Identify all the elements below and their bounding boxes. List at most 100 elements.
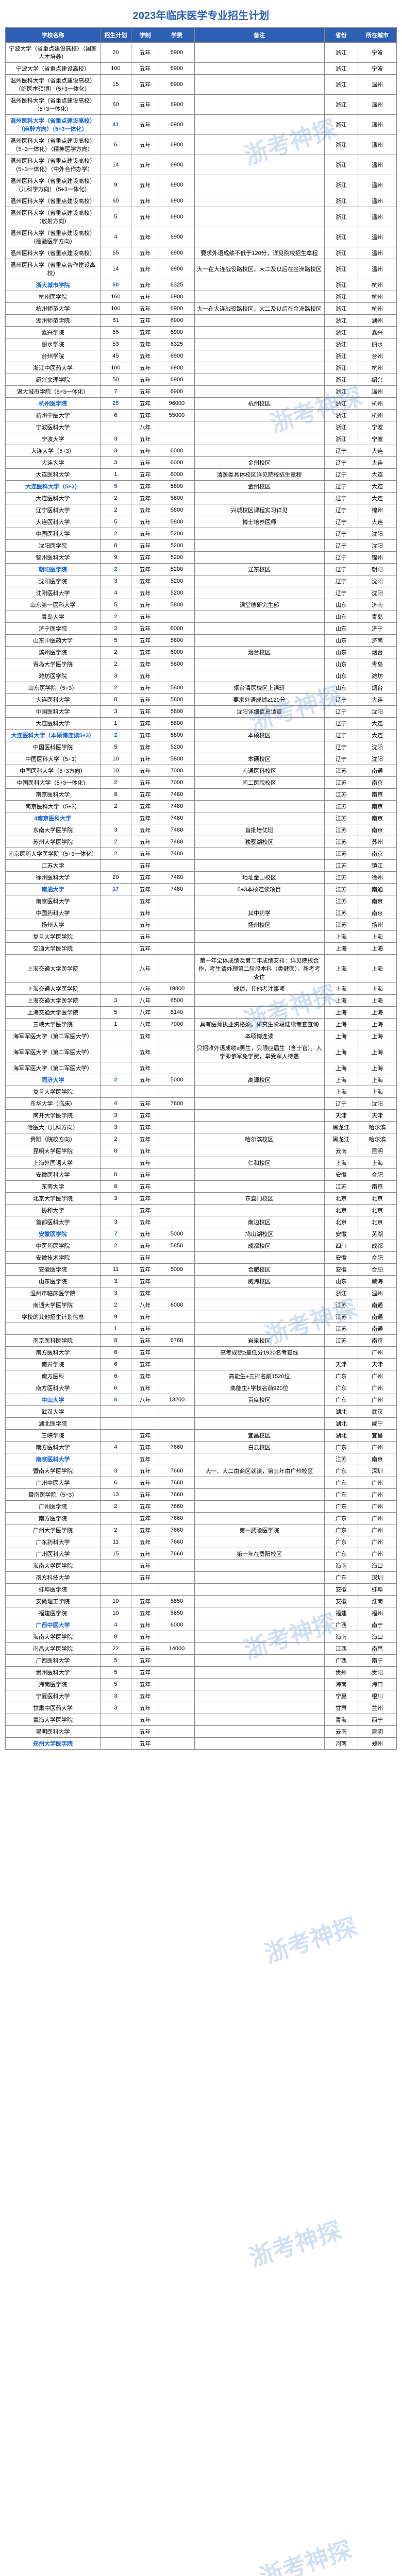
cell-prov: 天津	[324, 1110, 358, 1122]
cell-city: 沈阳	[358, 1098, 397, 1110]
cell-note: 5+3本硕连读项目	[194, 884, 324, 895]
cell-prov: 上海	[324, 1086, 358, 1098]
cell-plan: 10	[100, 753, 131, 765]
cell-plan: 2	[100, 658, 131, 670]
cell-note: 只招收外语成绩≥男生，只限应届生（含士官），入学即参军免学费，享受军人待遇	[194, 1042, 324, 1062]
cell-city: 南京	[358, 1335, 397, 1347]
cell-years: 八年	[131, 983, 159, 995]
cell-school: 海南大学医学院	[6, 1560, 100, 1572]
cell-years: 五年	[131, 1643, 159, 1655]
cell-plan: 2	[100, 504, 131, 516]
table-row: 海军军医大学（第二军医大学）五年只招收外语成绩≥男生，只限应届生（含士官），入学…	[6, 1042, 397, 1062]
cell-years: 五年	[131, 195, 159, 207]
cell-fee	[159, 1430, 194, 1442]
table-row: 福建医学院10五年5850福建福州	[6, 1607, 397, 1619]
cell-years: 五年	[131, 1560, 159, 1572]
cell-fee	[159, 1169, 194, 1181]
cell-years: 五年	[131, 1430, 159, 1442]
cell-years: 五年	[131, 812, 159, 824]
cell-note: 大一在大连战役路校区，大二及以后在金洲路校区	[194, 303, 324, 315]
header-prov: 省份	[324, 28, 358, 43]
cell-years: 五年	[131, 1572, 159, 1584]
table-row: 宁波大学（省重点建设高校）100五年6900浙江宁波	[6, 63, 397, 75]
cell-fee: 7660	[159, 1513, 194, 1524]
cell-fee	[159, 1086, 194, 1098]
cell-fee: 7480	[159, 824, 194, 836]
cell-city: 绍兴	[358, 374, 397, 386]
cell-years	[131, 1584, 159, 1596]
cell-city: 北京	[358, 1205, 397, 1216]
cell-prov: 辽宁	[324, 504, 358, 516]
cell-school: 浙大城市学院	[6, 279, 100, 291]
cell-note: 南边校区	[194, 1216, 324, 1228]
cell-prov: 海南	[324, 1631, 358, 1643]
table-row: 大连医科大学2五年5800辽宁大连	[6, 493, 397, 504]
cell-city: 温州	[358, 95, 397, 115]
cell-years: 五年	[131, 1240, 159, 1252]
cell-prov: 上海	[324, 931, 358, 943]
cell-note: 辽东校区	[194, 564, 324, 575]
table-row: 广州医科大学15五年7660第一年在勇阳校区广东广州	[6, 1548, 397, 1560]
cell-note	[194, 1086, 324, 1098]
cell-plan: 17	[100, 884, 131, 895]
table-row: 山东第一医科大学5五年5800课堂德研究生部山东济南	[6, 599, 397, 611]
cell-school: 上海外国语大学	[6, 1157, 100, 1169]
cell-note: 大一、大二由商区就读，第三年由广州校区	[194, 1465, 324, 1477]
cell-fee	[159, 1572, 194, 1584]
cell-fee	[159, 433, 194, 445]
cell-school: 湖州师范学院	[6, 315, 100, 327]
cell-prov: 辽宁	[324, 528, 358, 540]
cell-note: 百度校区	[194, 1394, 324, 1406]
cell-plan: 5	[100, 481, 131, 493]
cell-note	[194, 315, 324, 327]
cell-city: 湖州	[358, 315, 397, 327]
cell-city: 烟台	[358, 647, 397, 658]
cell-plan: 10	[100, 1607, 131, 1619]
cell-fee	[159, 1560, 194, 1572]
cell-prov: 浙江	[324, 433, 358, 445]
cell-fee: 6000	[159, 445, 194, 457]
cell-note: 本硕校区	[194, 753, 324, 765]
cell-note	[194, 1584, 324, 1596]
cell-note: 仁和校区	[194, 1157, 324, 1169]
cell-fee	[159, 1062, 194, 1074]
cell-fee: 5000	[159, 1228, 194, 1240]
cell-fee: 5800	[159, 658, 194, 670]
cell-fee: 6900	[159, 115, 194, 135]
cell-plan: 3	[100, 457, 131, 469]
cell-note: 其中药学	[194, 907, 324, 919]
cell-fee: 7000	[159, 777, 194, 789]
cell-years: 五年	[131, 1062, 159, 1074]
cell-note	[194, 350, 324, 362]
cell-city: 南昌	[358, 1643, 397, 1655]
cell-city: 合肥	[358, 1169, 397, 1181]
cell-prov: 江苏	[324, 907, 358, 919]
cell-fee	[159, 1276, 194, 1287]
cell-plan: 61	[100, 315, 131, 327]
table-row: 温州医科大学（省重点建设高校）65五年6900要求外语成绩不低于120分，详见院…	[6, 247, 397, 259]
cell-plan: 4	[100, 1619, 131, 1631]
cell-plan: 41	[100, 115, 131, 135]
cell-fee: 5850	[159, 1240, 194, 1252]
cell-plan: 160	[100, 291, 131, 303]
cell-prov: 浙江	[324, 247, 358, 259]
cell-school: 南京医科大学	[6, 789, 100, 801]
cell-school: 温州医科大学（省重点合作建设高校）	[6, 259, 100, 279]
table-row: 徐州医科大学20五年7480地址金山校区江苏徐州	[6, 872, 397, 884]
table-row: 上海交通大学医学院5八年8140上海上海	[6, 1007, 397, 1019]
cell-plan	[100, 1738, 131, 1750]
table-row: 温州医科大学（省重点建设高校）（检验医学方向）4五年6900浙江温州	[6, 227, 397, 247]
cell-note	[194, 1477, 324, 1489]
cell-note: 要求外语成绩不低于120分，详见院校招生章程	[194, 247, 324, 259]
cell-prov: 辽宁	[324, 587, 358, 599]
cell-fee	[159, 919, 194, 931]
table-row: 首都医科大学3五年南边校区北京北京	[6, 1216, 397, 1228]
cell-school: 宁波大学	[6, 433, 100, 445]
cell-plan: 2	[100, 564, 131, 575]
table-row: 郑州大学医学院五年河南郑州	[6, 1738, 397, 1750]
cell-plan: 2	[100, 1524, 131, 1536]
cell-plan: 10	[100, 1596, 131, 1607]
cell-fee: 6900	[159, 350, 194, 362]
table-row: 复旦大学医学院上海上海	[6, 1086, 397, 1098]
cell-city: 上海	[358, 955, 397, 983]
